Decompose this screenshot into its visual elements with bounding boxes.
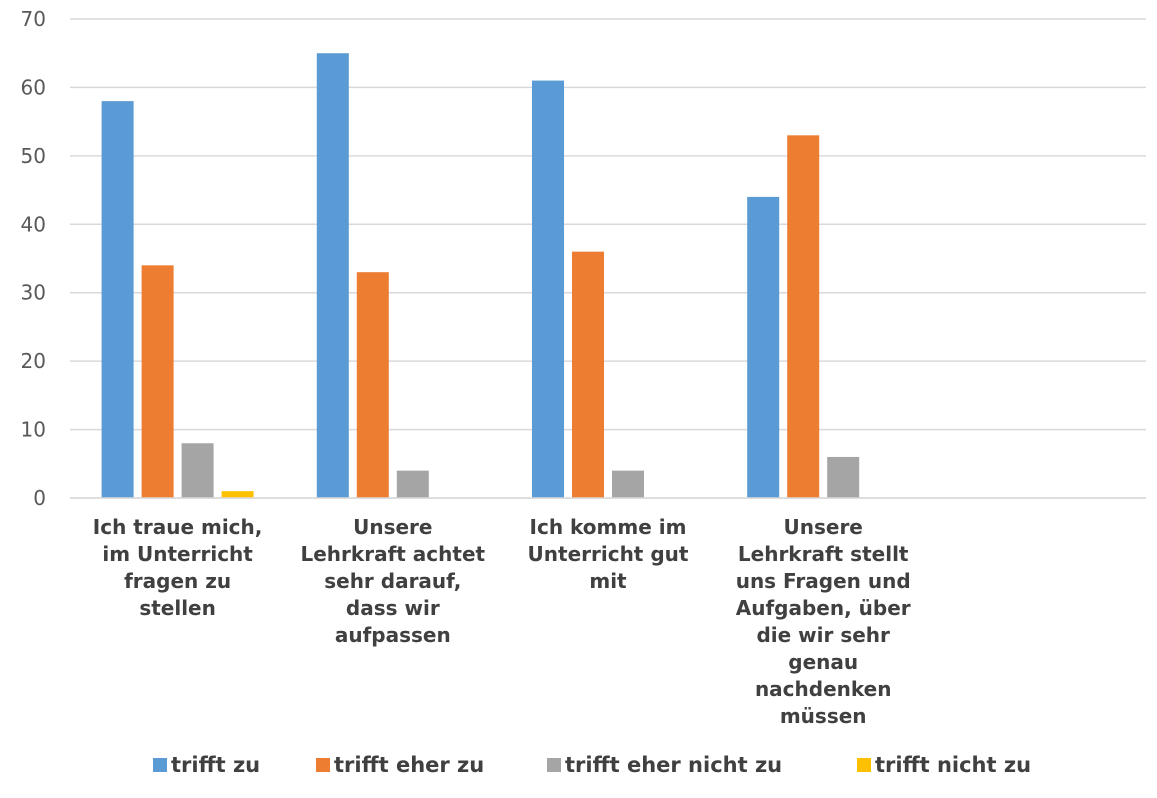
y-tick-label: 20 [21, 349, 46, 373]
y-tick-label: 40 [21, 212, 46, 236]
x-category-label-line: fragen zu [124, 569, 231, 593]
x-category-label-line: genau [788, 650, 858, 674]
legend-swatch [316, 758, 330, 772]
bar [356, 272, 389, 498]
bar [181, 443, 214, 498]
bar [787, 135, 820, 499]
bar [612, 470, 644, 498]
y-tick-label: 10 [21, 418, 46, 442]
legend-entry-label: trifft eher zu [334, 753, 484, 777]
x-category-label: Unsere Lehrkraft stellt uns Fragen und Aufg… [736, 515, 911, 728]
y-tick-label: 70 [21, 7, 46, 31]
y-tick-label: 30 [21, 281, 46, 305]
bar [747, 196, 780, 498]
x-category-label-line: Unsere [353, 515, 432, 539]
x-category-label-line: Lehrkraft stellt [738, 542, 909, 566]
legend-entry-label: trifft nicht zu [875, 753, 1031, 777]
x-axis: Ich traue mich, im Unterricht fragen zu ste… [70, 497, 1146, 728]
bar [101, 101, 134, 498]
bar [221, 491, 254, 498]
legend-entry-label: trifft eher nicht zu [565, 753, 782, 777]
y-tick-label: 50 [21, 144, 46, 168]
x-category-label-line: uns Fragen und [736, 569, 911, 593]
x-category-label-line: Ich traue mich, [93, 515, 263, 539]
x-category-label-line: Aufgaben, über [736, 596, 911, 620]
y-tick-label: 0 [33, 486, 46, 510]
y-axis: 0 10 20 30 40 50 60 70 [21, 7, 46, 510]
x-category-label-line: Unterricht gut [528, 542, 689, 566]
x-category-label: Unsere Lehrkraft achtet sehr darauf, dass w… [301, 515, 486, 647]
x-category-label: Ich traue mich, im Unterricht fragen zu ste… [93, 515, 263, 620]
x-category-label-line: nachdenken [755, 677, 892, 701]
bar [396, 470, 429, 498]
x-category-label-line: Ich komme im [530, 515, 687, 539]
bars [101, 53, 860, 499]
legend-swatch [153, 758, 167, 772]
x-category-label-line: dass wir [346, 596, 440, 620]
x-category-label-line: Unsere [784, 515, 863, 539]
x-category-label-line: Lehrkraft achtet [301, 542, 486, 566]
x-category-label-line: aufpassen [335, 623, 451, 647]
bar [572, 251, 604, 498]
legend-swatch [857, 758, 871, 772]
gridlines [70, 18, 1146, 499]
x-category-label-line: sehr darauf, [324, 569, 461, 593]
x-category-label-line: im Unterricht [102, 542, 253, 566]
x-category-label-line: mit [589, 569, 627, 593]
x-category-label-line: müssen [780, 704, 867, 728]
legend: trifft zu trifft eher zu trifft eher nicht… [153, 753, 1031, 777]
legend-swatch [547, 758, 561, 772]
bar [532, 80, 564, 498]
legend-entry-label: trifft zu [171, 753, 260, 777]
x-category-label: Ich komme im Unterricht gut mit [528, 515, 689, 593]
x-category-label-line: stellen [139, 596, 216, 620]
x-category-label-line: die wir sehr [756, 623, 890, 647]
bar [827, 456, 860, 498]
bar [316, 53, 349, 498]
y-tick-label: 60 [21, 75, 46, 99]
bar [141, 265, 174, 498]
